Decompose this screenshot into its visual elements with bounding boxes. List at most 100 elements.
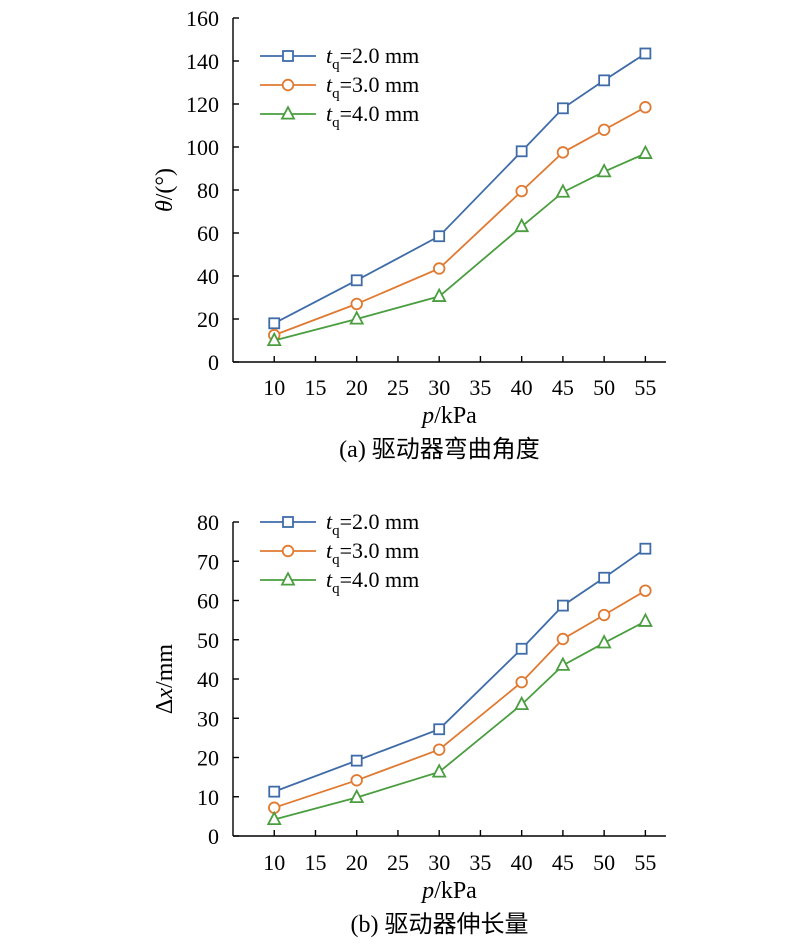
x-tick-label: 15 xyxy=(304,375,326,400)
x-tick-label: 50 xyxy=(593,850,615,875)
series-2-point xyxy=(431,763,447,778)
y-axis-title: θ/(°) xyxy=(152,168,178,212)
legend-marker xyxy=(280,105,296,120)
legend-label-var: t xyxy=(326,538,333,563)
y-tick-label: 120 xyxy=(186,92,219,117)
series-0-point xyxy=(350,274,363,287)
x-tick-label: 25 xyxy=(387,850,409,875)
y-tick-label: 160 xyxy=(186,6,219,31)
series-2-point xyxy=(349,310,365,325)
legend-label: tq=3.0 mm xyxy=(326,538,419,568)
y-axis-title-var: x xyxy=(152,688,178,700)
legend-label-sub: q xyxy=(332,523,340,539)
y-axis-title-var: θ xyxy=(152,200,178,212)
series-1-point xyxy=(350,297,363,311)
chart-elongation: 0 10 20 30 40 50 60 70 80 10 15 20 25 30 35 40 45 50 55 p/k… xyxy=(152,509,666,938)
y-tick-label: 40 xyxy=(197,667,219,692)
y-tick-label: 10 xyxy=(197,785,219,810)
legend-label-rest: =4.0 mm xyxy=(340,101,420,126)
series-1-point xyxy=(639,101,652,114)
series-0-point xyxy=(433,230,446,243)
y-tick-label: 60 xyxy=(197,221,219,246)
series-0-point xyxy=(598,74,611,87)
y-tick-label: 80 xyxy=(197,510,219,535)
series-0-point xyxy=(268,317,281,330)
series-2-point xyxy=(514,217,530,233)
series-2-point xyxy=(266,810,282,826)
x-axis-title: p/kPa xyxy=(420,878,477,904)
x-tick-label: 55 xyxy=(634,375,656,400)
x-axis-title-var: p xyxy=(420,878,434,904)
series-1-point xyxy=(350,774,363,787)
y-tick-label: 0 xyxy=(208,350,219,375)
x-tick-label: 55 xyxy=(634,850,656,875)
legend-label-var: t xyxy=(326,72,333,97)
legend-marker xyxy=(280,571,296,586)
x-tick-label: 40 xyxy=(511,375,533,400)
legend-label-var: t xyxy=(326,567,333,592)
legend-label: tq=4.0 mm xyxy=(326,567,419,597)
series-0-point xyxy=(557,102,569,115)
legend-label-rest: =3.0 mm xyxy=(340,538,420,563)
y-axis-title: Δx/mm xyxy=(152,644,178,714)
series-2-point xyxy=(637,144,653,159)
x-axis-title: p/kPa xyxy=(420,403,477,429)
legend-label-rest: =2.0 mm xyxy=(340,43,420,68)
y-tick-label: 20 xyxy=(197,307,219,332)
y-tick-label: 30 xyxy=(197,706,219,731)
legend-label-var: t xyxy=(326,509,333,534)
legend-label-sub: q xyxy=(332,86,340,102)
x-tick-label: 50 xyxy=(593,375,615,400)
series-1-point xyxy=(639,584,652,597)
legend-label: tq=4.0 mm xyxy=(326,101,419,131)
legend-label-rest: =2.0 mm xyxy=(340,509,420,534)
series-2-point xyxy=(431,287,447,302)
legend-marker xyxy=(282,50,294,62)
x-tick-label: 40 xyxy=(511,850,533,875)
series-1-point xyxy=(432,262,446,275)
y-tick-label: 70 xyxy=(197,549,219,574)
legend-label-rest: =4.0 mm xyxy=(340,567,420,592)
legend-marker xyxy=(282,516,294,528)
series-1-point xyxy=(597,608,611,622)
series-2-point xyxy=(555,183,571,198)
x-tick-label: 35 xyxy=(469,850,491,875)
x-tick-label: 10 xyxy=(263,375,285,400)
y-tick-label: 40 xyxy=(197,264,219,289)
series-0-point xyxy=(433,723,446,736)
x-tick-label: 30 xyxy=(428,375,450,400)
y-tick-label: 80 xyxy=(197,178,219,203)
y-tick-label: 50 xyxy=(197,628,219,653)
legend-label-sub: q xyxy=(332,115,340,131)
series-1-point xyxy=(597,123,611,137)
x-axis-title-unit: /kPa xyxy=(434,878,477,904)
x-tick-label: 45 xyxy=(552,850,574,875)
series-1-point xyxy=(515,184,528,198)
series-0-point xyxy=(639,542,652,555)
chart-caption: (b) 驱动器伸长量 xyxy=(351,911,529,938)
legend-label-rest: =3.0 mm xyxy=(340,72,420,97)
series-2-point xyxy=(596,634,612,649)
series-1-point xyxy=(515,675,528,689)
legend-label-var: t xyxy=(326,101,333,126)
legend-marker xyxy=(281,544,295,558)
series-1-line xyxy=(273,589,646,809)
series-1-point xyxy=(432,743,446,756)
series-2-point xyxy=(637,612,653,627)
y-tick-label: 60 xyxy=(197,589,219,614)
series-0-point xyxy=(557,599,569,612)
x-tick-label: 35 xyxy=(469,375,491,400)
series-1-point xyxy=(556,632,570,646)
series-1-point xyxy=(556,146,570,159)
x-tick-label: 10 xyxy=(263,850,285,875)
series-0-point xyxy=(350,754,363,767)
legend-label: tq=3.0 mm xyxy=(326,72,419,102)
legend-label: tq=2.0 mm xyxy=(326,509,419,539)
x-tick-label: 45 xyxy=(552,375,574,400)
series-2-point xyxy=(596,162,612,178)
x-tick-label: 30 xyxy=(428,850,450,875)
chart-caption: (a) 驱动器弯曲角度 xyxy=(339,436,540,463)
series-2-point xyxy=(349,788,365,804)
x-axis-title-var: p xyxy=(420,403,434,429)
legend-label-var: t xyxy=(326,43,333,68)
